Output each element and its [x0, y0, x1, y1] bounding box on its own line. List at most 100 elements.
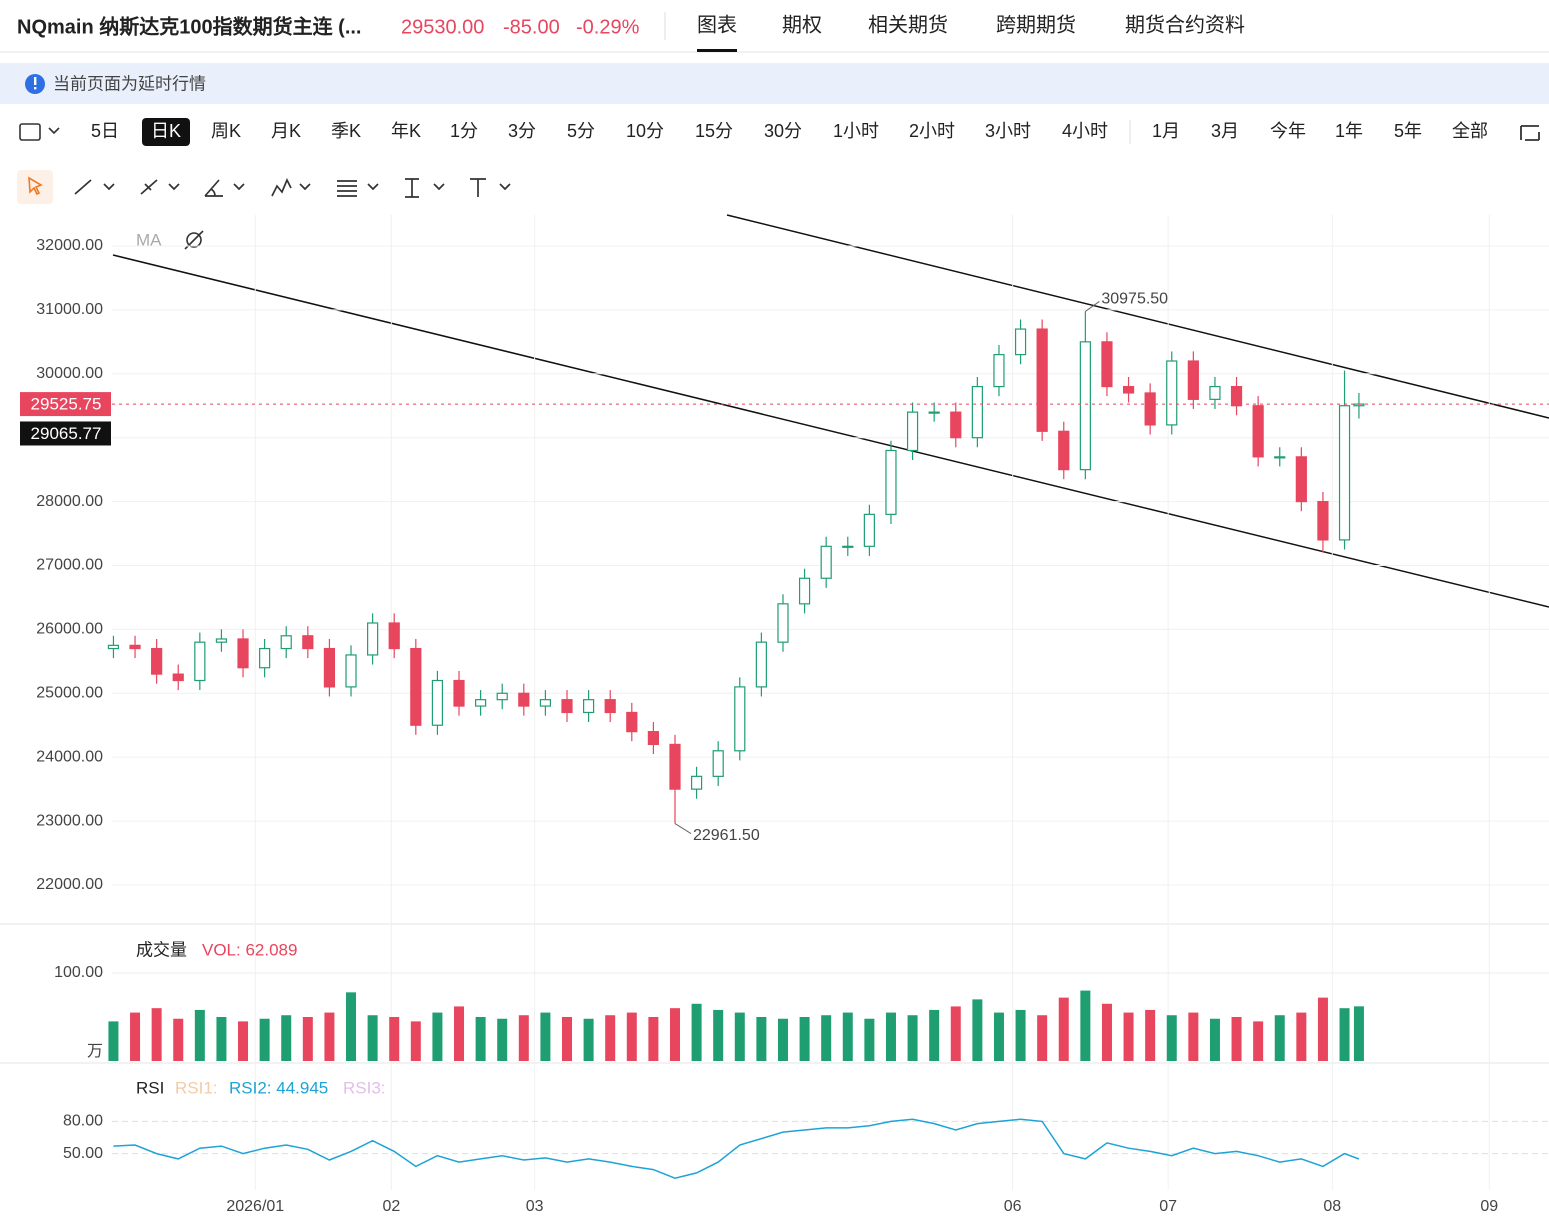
trend-line[interactable] — [726, 214, 1549, 419]
period-button[interactable]: 周K — [211, 121, 241, 141]
channel-tool[interactable] — [140, 179, 180, 195]
candle-body — [950, 411, 962, 439]
cursor-tool-bg[interactable] — [17, 170, 53, 204]
period-button[interactable]: 15分 — [695, 121, 733, 141]
volume-bar — [367, 1015, 378, 1061]
info-icon-dot — [34, 87, 37, 90]
symbol-title: NQmain 纳斯达克100指数期货主连 (... — [17, 14, 362, 38]
hide-ma-icon[interactable] — [186, 232, 202, 248]
cursor-tool[interactable] — [28, 176, 43, 196]
nav-tab[interactable]: 跨期期货 — [996, 13, 1076, 36]
nav-tab[interactable]: 相关期货 — [868, 13, 948, 36]
candle-body — [561, 699, 573, 714]
period-button[interactable]: 月K — [271, 121, 301, 141]
period-button[interactable]: 5分 — [567, 121, 595, 141]
candle-body — [431, 679, 444, 726]
volume-value: VOL: 62.089 — [202, 940, 297, 959]
candle-body — [906, 411, 919, 452]
candle-body — [820, 545, 832, 579]
trend-line[interactable] — [112, 254, 1549, 608]
period-button[interactable]: 3小时 — [985, 121, 1031, 141]
volume-bar — [518, 1015, 529, 1061]
candle-body — [237, 638, 249, 669]
volume-bar — [238, 1021, 249, 1061]
candle-body — [971, 385, 983, 439]
candle-body — [993, 354, 1005, 388]
candle-body — [388, 622, 400, 650]
period-button[interactable]: 2小时 — [909, 121, 955, 141]
text-cursor-tool[interactable] — [405, 178, 445, 198]
period-button[interactable]: 1年 — [1335, 121, 1363, 141]
candle-body — [885, 449, 897, 515]
candle-body — [1317, 500, 1329, 541]
period-button[interactable]: 10分 — [626, 121, 664, 141]
candle-body — [259, 647, 271, 669]
compare-icon[interactable] — [1520, 125, 1540, 141]
dropdown-arrow — [48, 127, 60, 135]
volume-bar — [259, 1018, 270, 1061]
candle-body — [777, 603, 789, 643]
period-button[interactable]: 1月 — [1152, 121, 1180, 141]
volume-bar — [907, 1015, 918, 1061]
nav-tab[interactable]: 图表 — [697, 13, 737, 36]
line-tool[interactable] — [74, 179, 115, 195]
volume-bar — [130, 1012, 141, 1061]
y-tick-label: 32000.00 — [36, 237, 103, 254]
volume-bar — [1274, 1015, 1285, 1061]
volume-bar — [799, 1016, 810, 1061]
period-button[interactable]: 全部 — [1452, 121, 1488, 141]
period-button[interactable]: 4小时 — [1062, 121, 1108, 141]
volume-bar — [1037, 1015, 1048, 1061]
candle-body — [1252, 405, 1264, 458]
max-pointer — [1085, 301, 1100, 312]
fib-tool[interactable] — [204, 179, 245, 197]
period-button[interactable]: 今年 — [1270, 121, 1306, 141]
candle-type-icon[interactable] — [19, 123, 41, 141]
volume-bar — [346, 992, 357, 1061]
indicator-label: MA — [136, 230, 162, 249]
cursor-price-label: 29065.77 — [31, 424, 102, 443]
volume-bar — [1101, 1003, 1112, 1061]
volume-bar — [108, 1021, 119, 1061]
period-button[interactable]: 季K — [331, 121, 361, 141]
period-button[interactable]: 1分 — [450, 121, 478, 141]
x-tick-label: 02 — [382, 1198, 400, 1215]
period-button[interactable]: 30分 — [764, 121, 802, 141]
period-button[interactable]: 1小时 — [833, 121, 879, 141]
volume-bar — [1209, 1018, 1220, 1061]
volume-bar — [648, 1016, 659, 1061]
volume-bar — [821, 1015, 832, 1061]
min-label: 22961.50 — [693, 827, 760, 844]
volume-title: 成交量 — [136, 940, 187, 959]
min-pointer — [674, 823, 692, 834]
volume-bar — [562, 1016, 573, 1061]
candle-body — [539, 699, 552, 707]
candle-body — [475, 699, 487, 707]
volume-bar — [410, 1021, 421, 1061]
period-button[interactable]: 3分 — [508, 121, 536, 141]
period-button[interactable]: 年K — [391, 121, 421, 141]
candle-body — [1338, 405, 1351, 541]
text-tool[interactable] — [470, 178, 511, 197]
price-change: -85.00 — [503, 16, 560, 38]
volume-bar — [713, 1009, 724, 1061]
volume-bar — [691, 1003, 702, 1061]
candle-body — [302, 635, 314, 650]
candle-body — [1122, 385, 1135, 394]
period-button[interactable]: 3月 — [1211, 121, 1239, 141]
volume-bar — [885, 1012, 896, 1061]
nav-tab-underline — [697, 49, 737, 52]
candle-body — [323, 647, 336, 688]
rsi-legend: RSI2: 44.945 — [229, 1078, 328, 1097]
period-button[interactable]: 5年 — [1394, 121, 1422, 141]
volume-bar — [281, 1015, 292, 1061]
volume-bar — [842, 1012, 853, 1061]
period-button[interactable]: 5日 — [91, 121, 119, 141]
period-button[interactable]: 日K — [151, 121, 181, 141]
measure-tool[interactable] — [337, 180, 379, 197]
pattern-tool[interactable] — [271, 177, 311, 197]
volume-bar — [1015, 1009, 1026, 1061]
nav-tab[interactable]: 期权 — [782, 13, 822, 36]
candle-body — [842, 545, 854, 548]
nav-tab[interactable]: 期货合约资料 — [1125, 13, 1245, 36]
